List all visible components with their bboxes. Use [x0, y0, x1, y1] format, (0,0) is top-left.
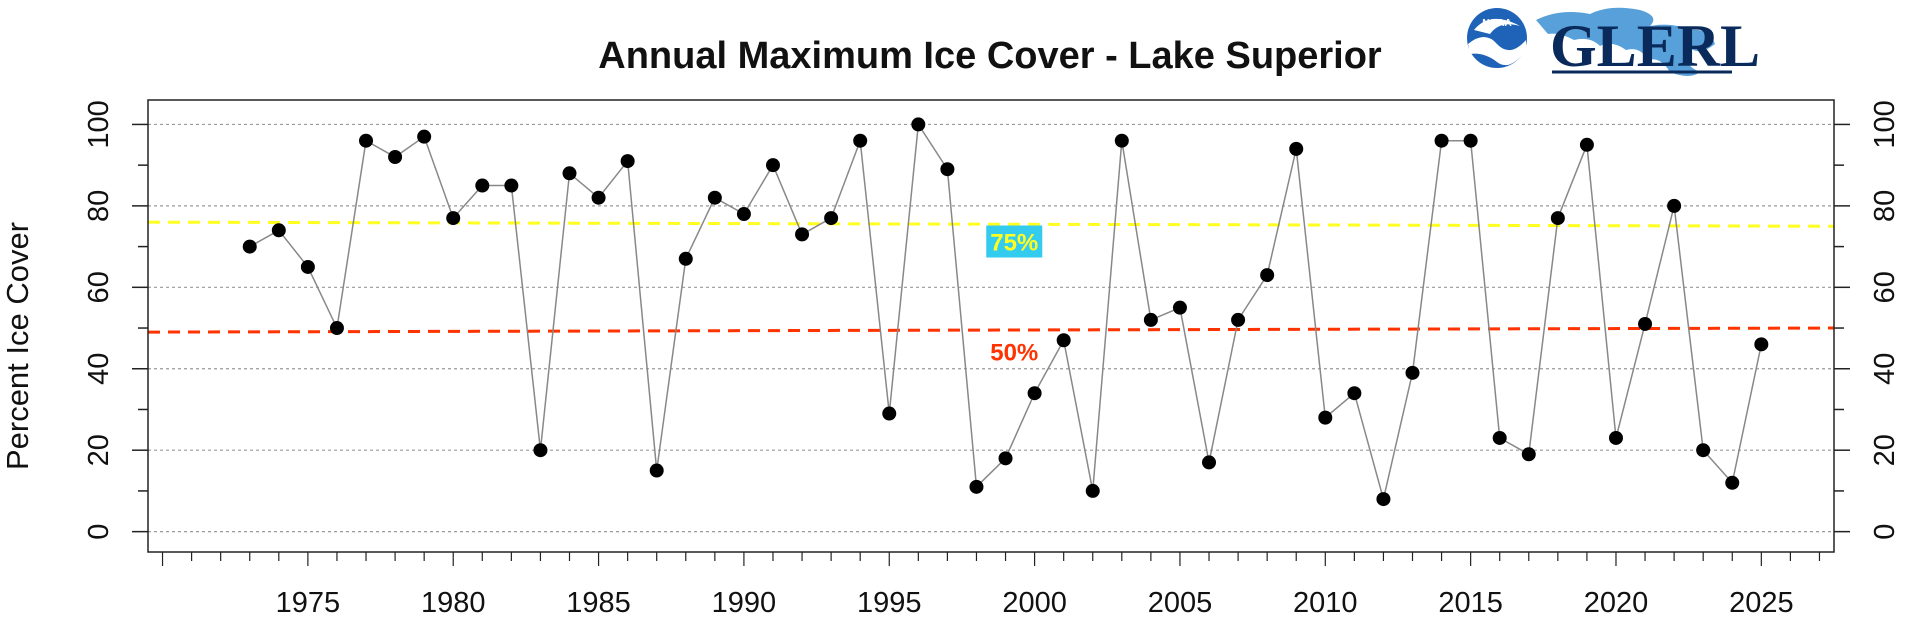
x-tick-label: 2015 [1438, 587, 1503, 619]
y-tick-label-left: 80 [83, 190, 115, 222]
noaa-logo-wave [1468, 37, 1526, 66]
data-point [591, 190, 606, 205]
great-lakes-map-icon [1536, 7, 1715, 76]
data-point [1376, 492, 1391, 507]
y-axis-title: Percent Ice Cover [0, 222, 35, 470]
data-point [882, 406, 897, 421]
data-point [1318, 410, 1333, 425]
reference-lines: 75% 50% [147, 220, 1835, 366]
chart-title: Annual Maximum Ice Cover - Lake Superior [598, 35, 1382, 77]
data-point [242, 239, 257, 254]
data-point [707, 190, 722, 205]
data-point [359, 133, 374, 148]
data-point [533, 443, 548, 458]
data-point [649, 463, 664, 478]
data-point [1434, 133, 1449, 148]
data-point [911, 117, 926, 132]
data-point [1608, 430, 1623, 445]
reference-label: 50% [990, 339, 1038, 366]
data-point [388, 150, 403, 165]
x-tick-label: 1990 [712, 587, 777, 619]
data-point [1463, 133, 1478, 148]
data-point [678, 251, 693, 266]
data-point [620, 154, 635, 169]
x-tick-label: 1980 [421, 587, 486, 619]
y-tick-label-left: 0 [83, 524, 115, 540]
data-point [329, 321, 344, 336]
data-point [998, 451, 1013, 466]
data-point [417, 129, 432, 144]
data-point [1754, 337, 1769, 352]
data-point [1056, 333, 1071, 348]
y-tick-label-left: 100 [83, 100, 115, 148]
data-point [1289, 141, 1304, 156]
noaa-logo-bird [1474, 18, 1520, 34]
data-point [504, 178, 519, 193]
data-point [1638, 316, 1653, 331]
reference-line [147, 326, 1835, 334]
x-tick-label: 2025 [1729, 587, 1794, 619]
data-point [1143, 312, 1158, 327]
data-point [1667, 198, 1682, 213]
data-points [242, 117, 1769, 507]
data-point [1405, 365, 1420, 380]
y-tick-label-left: 60 [83, 271, 115, 303]
glerl-logo: GLERL [1536, 7, 1760, 79]
x-tick-label: 2005 [1148, 587, 1213, 619]
data-point [1114, 133, 1129, 148]
y-tick-label-left: 40 [83, 353, 115, 385]
data-point [1492, 430, 1507, 445]
data-point [824, 211, 839, 226]
plot-frame [147, 99, 1835, 553]
data-point [475, 178, 490, 193]
data-point [1696, 443, 1711, 458]
data-point [1231, 312, 1246, 327]
noaa-logo-text: NOAA [1482, 18, 1511, 29]
data-point [446, 211, 461, 226]
data-point [300, 259, 315, 274]
series-line [249, 122, 1763, 500]
y-tick-label-right: 0 [1869, 524, 1901, 540]
reference-line [147, 220, 1835, 228]
y-tick-label-right: 80 [1869, 190, 1901, 222]
y-tick-label-right: 40 [1869, 353, 1901, 385]
data-point [969, 479, 984, 494]
data-point [765, 158, 780, 173]
y-tick-label-right: 20 [1869, 434, 1901, 466]
data-point [1172, 300, 1187, 315]
data-point [795, 227, 810, 242]
grid-lines [148, 123, 1834, 533]
glerl-logo-text: GLERL [1550, 13, 1760, 79]
data-point [736, 207, 751, 222]
x-tick-label: 2000 [1002, 587, 1067, 619]
y-tick-label-left: 20 [83, 434, 115, 466]
noaa-logo: NOAA [1467, 8, 1527, 68]
data-point [1521, 447, 1536, 462]
x-tick-label: 1995 [857, 587, 922, 619]
data-point [562, 166, 577, 181]
x-tick-label: 1975 [276, 587, 341, 619]
data-point [1027, 386, 1042, 401]
series-line [249, 122, 1763, 500]
data-point [271, 223, 286, 238]
data-point [1085, 483, 1100, 498]
x-tick-label: 1985 [566, 587, 631, 619]
data-point [1725, 475, 1740, 490]
x-tick-label: 2020 [1584, 587, 1649, 619]
y-tick-label-right: 100 [1869, 100, 1901, 148]
reference-label-background [986, 225, 1043, 258]
data-point [1260, 268, 1275, 283]
data-point [940, 162, 955, 177]
data-point [1347, 386, 1362, 401]
x-tick-label: 2010 [1293, 587, 1358, 619]
y-tick-label-right: 60 [1869, 271, 1901, 303]
reference-label: 75% [990, 230, 1038, 257]
data-point [853, 133, 868, 148]
data-point [1550, 211, 1565, 226]
data-point [1202, 455, 1217, 470]
data-point [1579, 137, 1594, 152]
